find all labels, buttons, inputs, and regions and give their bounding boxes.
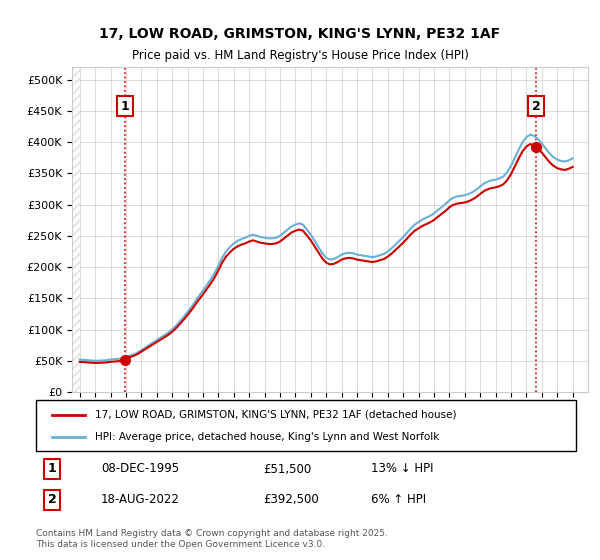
Text: 2: 2 [48, 493, 56, 506]
Text: 13% ↓ HPI: 13% ↓ HPI [371, 463, 433, 475]
Text: 6% ↑ HPI: 6% ↑ HPI [371, 493, 426, 506]
Text: Price paid vs. HM Land Registry's House Price Index (HPI): Price paid vs. HM Land Registry's House … [131, 49, 469, 63]
Text: HPI: Average price, detached house, King's Lynn and West Norfolk: HPI: Average price, detached house, King… [95, 432, 440, 442]
Text: 1: 1 [121, 100, 129, 113]
Text: £51,500: £51,500 [263, 463, 311, 475]
Text: 17, LOW ROAD, GRIMSTON, KING'S LYNN, PE32 1AF (detached house): 17, LOW ROAD, GRIMSTON, KING'S LYNN, PE3… [95, 409, 457, 419]
Text: 08-DEC-1995: 08-DEC-1995 [101, 463, 179, 475]
Text: 1: 1 [48, 463, 56, 475]
Text: Contains HM Land Registry data © Crown copyright and database right 2025.
This d: Contains HM Land Registry data © Crown c… [36, 529, 388, 549]
FancyBboxPatch shape [36, 400, 576, 451]
Text: 2: 2 [532, 100, 541, 113]
Text: 18-AUG-2022: 18-AUG-2022 [101, 493, 179, 506]
Text: £392,500: £392,500 [263, 493, 319, 506]
Text: 17, LOW ROAD, GRIMSTON, KING'S LYNN, PE32 1AF: 17, LOW ROAD, GRIMSTON, KING'S LYNN, PE3… [100, 27, 500, 41]
